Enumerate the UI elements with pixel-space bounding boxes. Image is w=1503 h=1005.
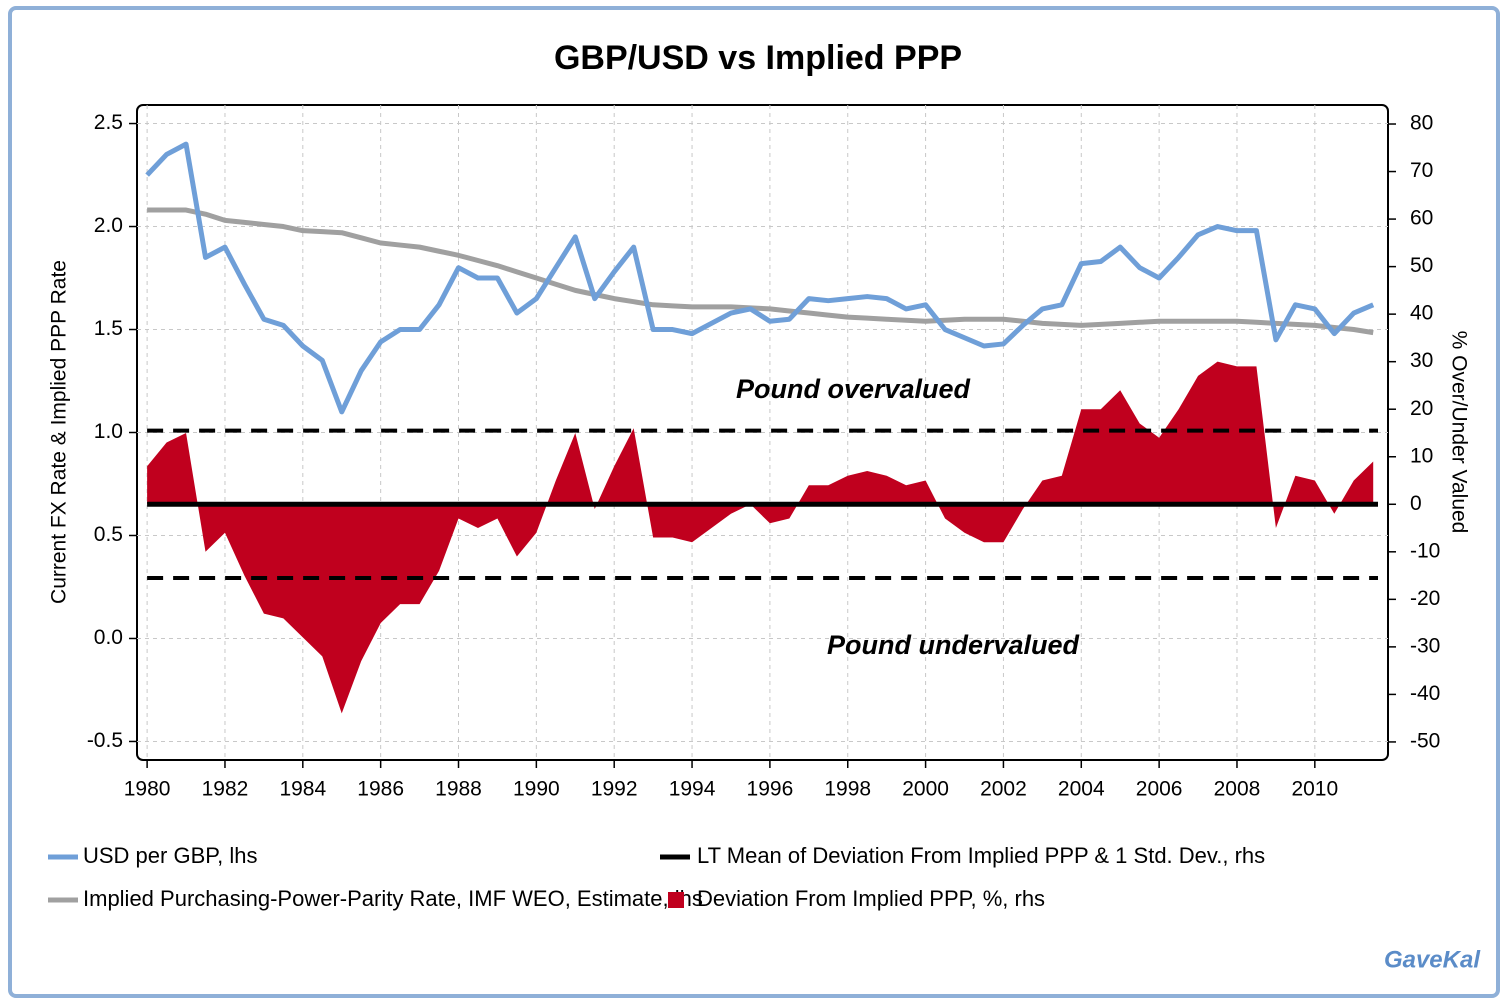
x-tick-label: 2002 [980, 778, 1027, 801]
y-tick-label: -0.5 [87, 729, 123, 752]
y2-tick-label: 40 [1410, 302, 1433, 325]
y2-tick-label: 0 [1410, 492, 1422, 515]
y2-tick-label: 10 [1410, 444, 1433, 467]
annotation: Pound undervalued [827, 630, 1080, 660]
y-tick-label: 1.5 [94, 317, 123, 340]
legend-swatch [668, 892, 684, 908]
x-tick-label: 1982 [202, 778, 249, 801]
y2-axis-label: % Over/Under Valued [1447, 331, 1470, 534]
y-tick-label: 0.0 [94, 626, 123, 649]
y-tick-label: 1.0 [94, 420, 123, 443]
x-tick-label: 1986 [357, 778, 404, 801]
y-tick-label: 0.5 [94, 523, 123, 546]
x-tick-label: 1992 [591, 778, 638, 801]
y2-tick-label: 20 [1410, 397, 1433, 420]
legend-label: Deviation From Implied PPP, %, rhs [697, 886, 1045, 911]
y2-tick-label: 50 [1410, 254, 1433, 277]
x-tick-label: 2004 [1058, 778, 1105, 801]
y2-tick-label: -40 [1410, 682, 1440, 705]
chart-title: GBP/USD vs Implied PPP [554, 39, 962, 77]
y2-tick-label: -30 [1410, 634, 1440, 657]
x-tick-label: 1980 [124, 778, 171, 801]
x-tick-label: 1996 [747, 778, 794, 801]
y-tick-label: 2.5 [94, 111, 123, 134]
legend-label: LT Mean of Deviation From Implied PPP & … [697, 843, 1265, 868]
x-tick-label: 2000 [902, 778, 949, 801]
x-tick-label: 1984 [279, 778, 326, 801]
y2-tick-label: -10 [1410, 539, 1440, 562]
x-tick-label: 1990 [513, 778, 560, 801]
y2-tick-label: 60 [1410, 207, 1433, 230]
area [147, 361, 1374, 714]
annotation: Pound overvalued [736, 374, 971, 404]
x-tick-label: 2006 [1136, 778, 1183, 801]
y2-tick-label: -50 [1410, 729, 1440, 752]
y-tick-label: 2.0 [94, 214, 123, 237]
x-tick-label: 2008 [1214, 778, 1261, 801]
y2-tick-label: 30 [1410, 349, 1433, 372]
x-tick-label: 1988 [435, 778, 482, 801]
line [147, 207, 1374, 336]
y2-tick-label: 70 [1410, 159, 1433, 182]
line [145, 141, 1375, 415]
y2-tick-label: -20 [1410, 587, 1440, 610]
y2-tick-label: 80 [1410, 112, 1433, 135]
x-tick-label: 1994 [669, 778, 716, 801]
source: GaveKal [1384, 946, 1481, 973]
x-tick-label: 1998 [824, 778, 871, 801]
legend-label: USD per GBP, lhs [83, 843, 257, 868]
y-axis-label: Current FX Rate & Implied PPP Rate [48, 260, 71, 604]
legend-label: Implied Purchasing-Power-Parity Rate, IM… [83, 886, 703, 911]
x-tick-label: 2010 [1291, 778, 1338, 801]
